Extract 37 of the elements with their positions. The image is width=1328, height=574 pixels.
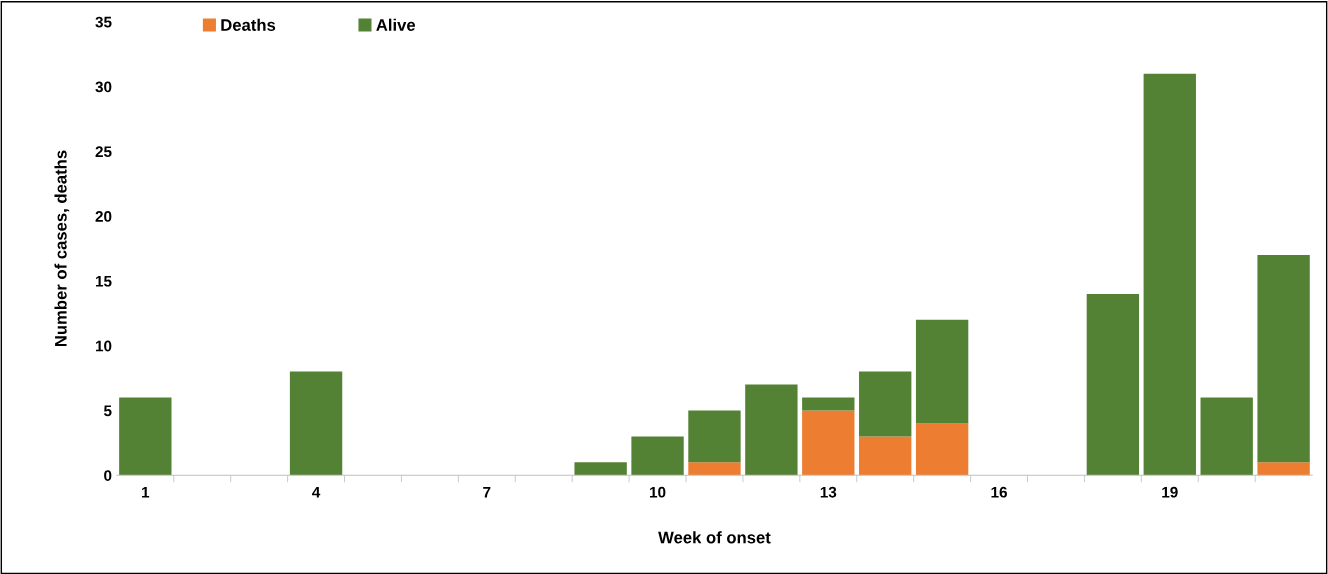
bar <box>289 371 343 476</box>
legend-label: Alive <box>376 18 416 31</box>
x-tick-label: 7 <box>483 486 491 498</box>
bar <box>688 410 741 463</box>
bar <box>802 397 855 411</box>
x-tick-label: 13 <box>820 486 837 498</box>
x-tick-label: 19 <box>1162 486 1178 498</box>
bar <box>688 462 741 476</box>
y-tick-label: 15 <box>95 275 112 287</box>
bar <box>1257 255 1310 463</box>
x-tick-label: 4 <box>312 486 321 498</box>
bar <box>1200 397 1253 476</box>
legend-label: Deaths <box>221 18 276 31</box>
y-tick-label: 5 <box>103 405 112 417</box>
x-axis-title: Week of onset <box>658 531 771 544</box>
y-tick-label: 20 <box>95 211 112 222</box>
x-tick-label: 10 <box>650 486 666 498</box>
bar <box>1257 462 1310 476</box>
bar <box>859 436 912 476</box>
y-tick-label: 10 <box>95 340 112 352</box>
bar <box>859 371 912 437</box>
bar <box>915 423 969 476</box>
y-axis-title: Number of cases, deaths <box>54 150 70 347</box>
bar <box>745 384 798 476</box>
y-tick-label: 30 <box>95 81 112 93</box>
x-tick-label: 16 <box>991 486 1007 498</box>
bar <box>119 397 172 476</box>
bar <box>631 436 684 476</box>
bar <box>802 410 855 476</box>
y-tick-label: 25 <box>95 146 112 158</box>
x-tick-label: 1 <box>142 486 150 498</box>
bar <box>1086 293 1140 476</box>
y-tick-label: 35 <box>95 16 112 28</box>
bar <box>574 462 627 476</box>
bar <box>1143 73 1196 476</box>
y-tick-label: 0 <box>104 470 112 481</box>
bar <box>915 319 969 424</box>
